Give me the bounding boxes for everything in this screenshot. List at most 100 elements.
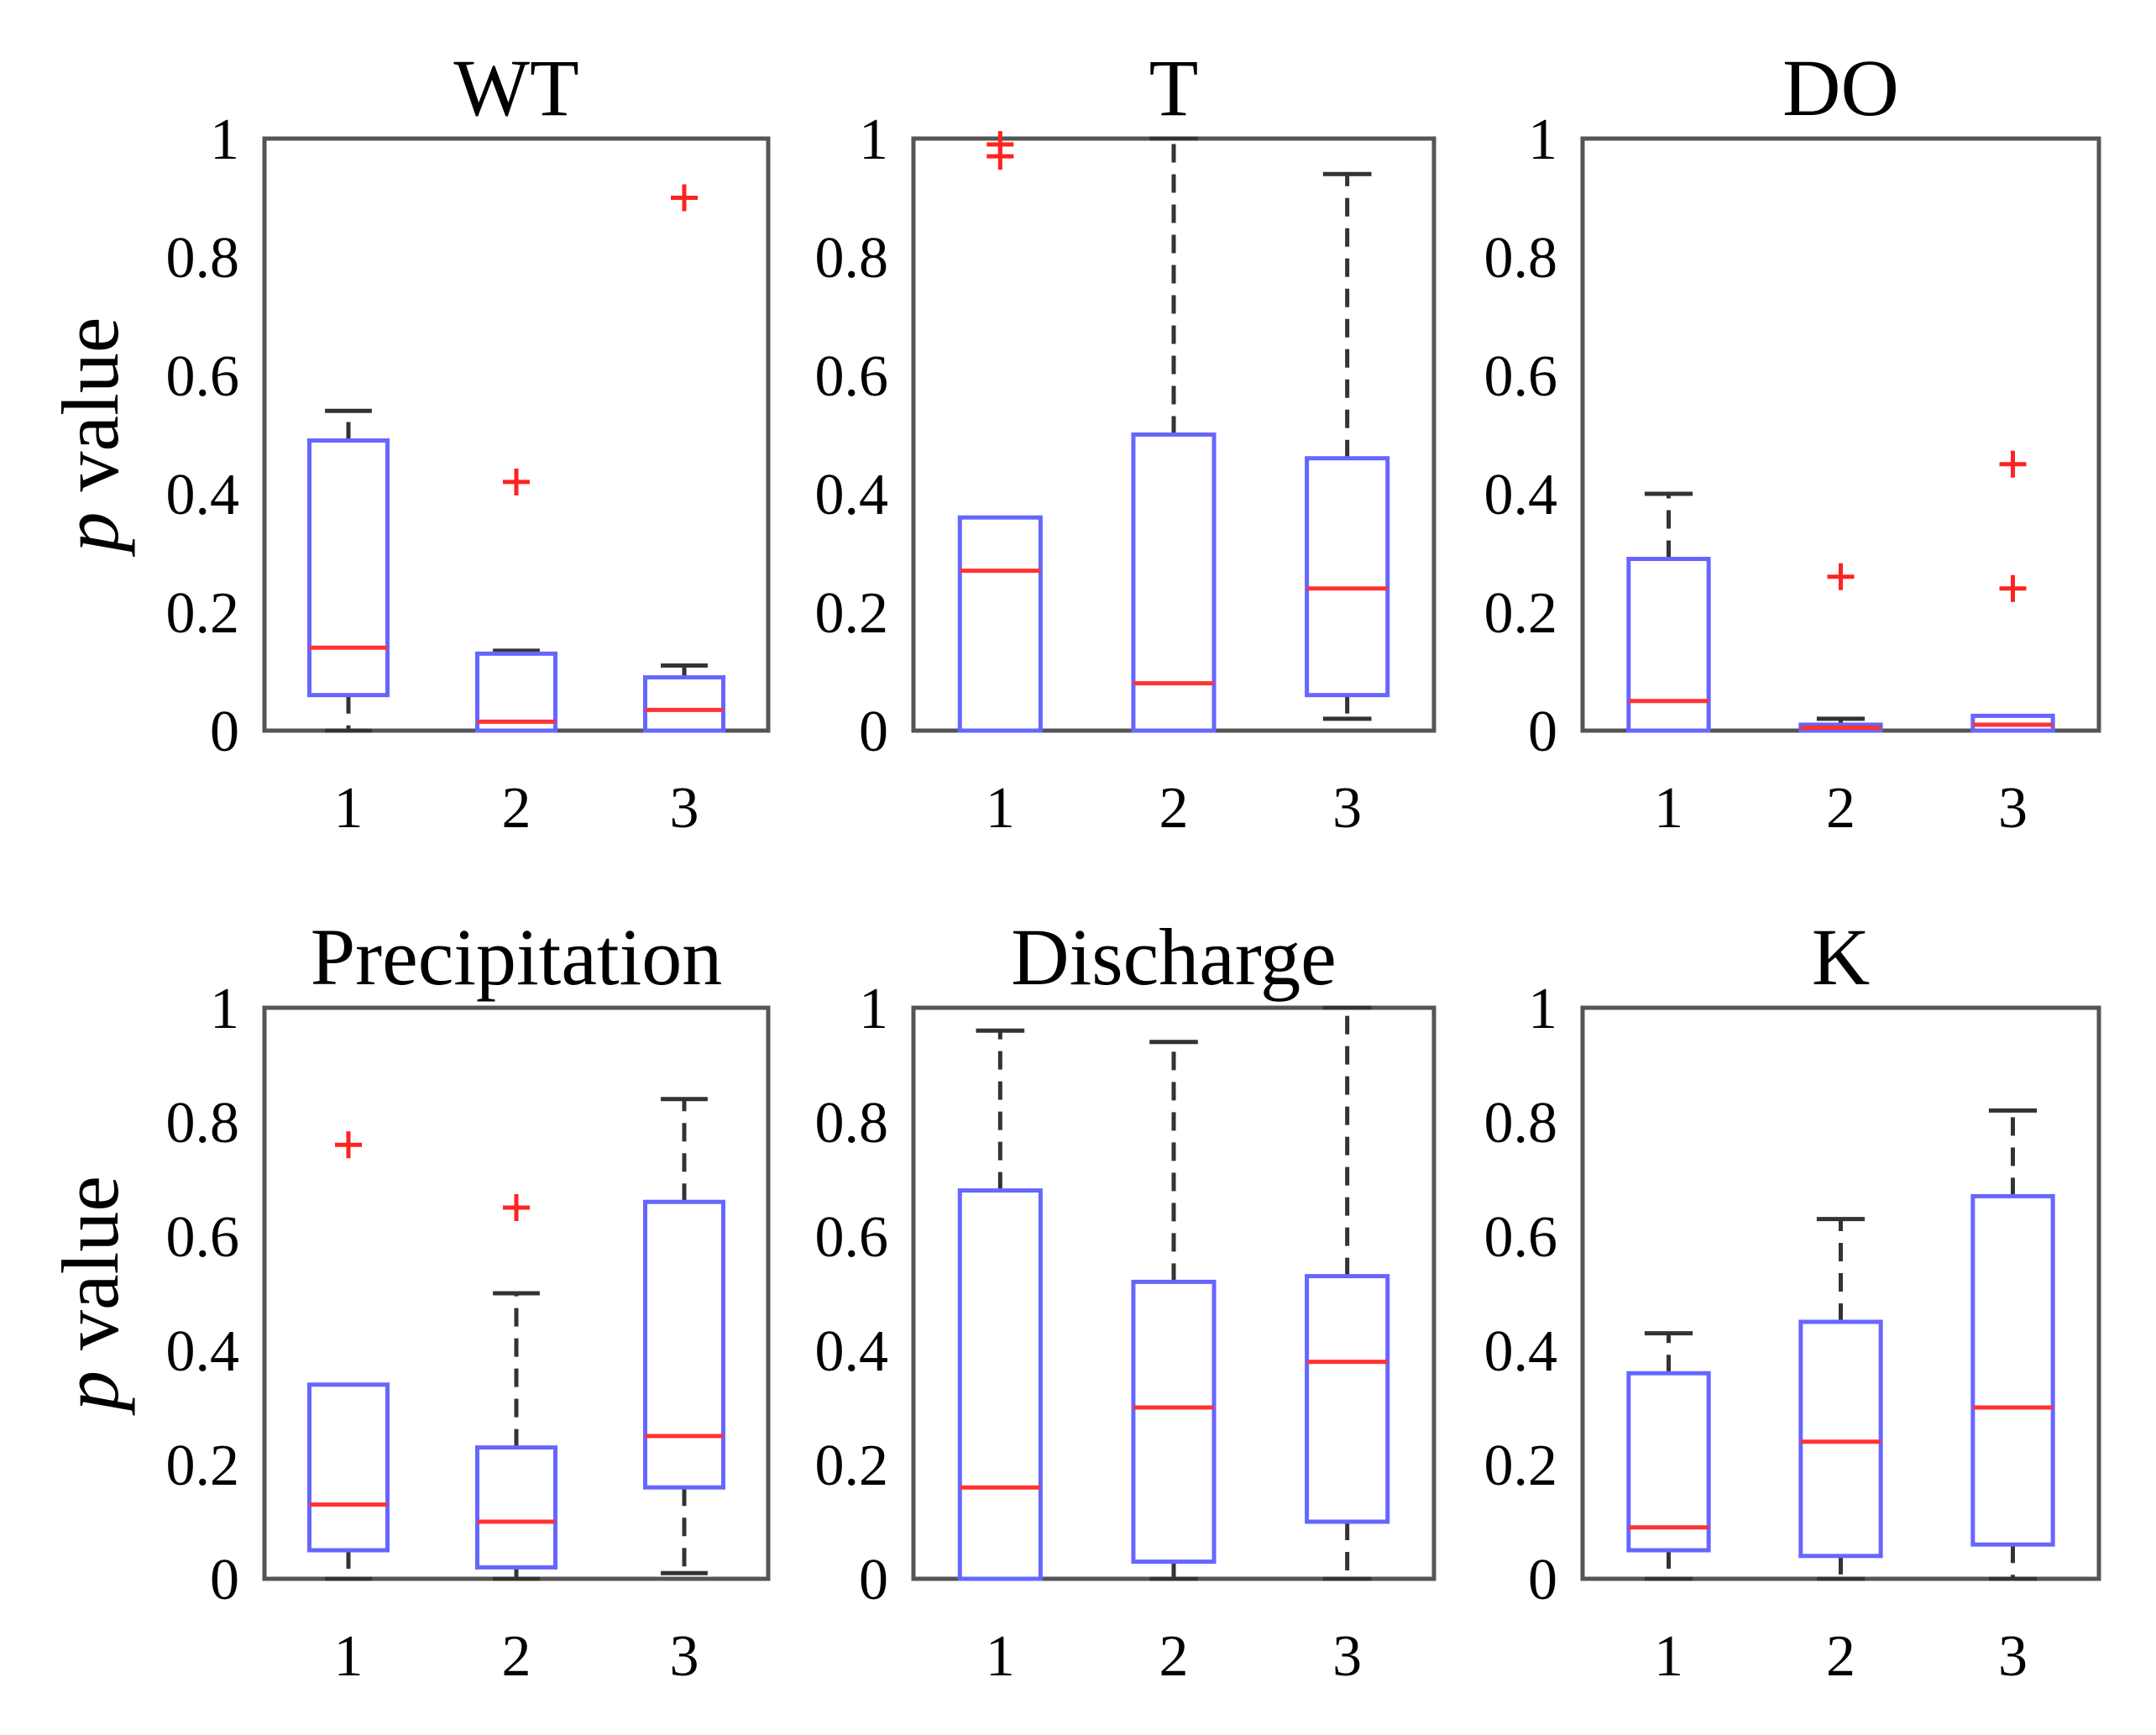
plot-frame (1580, 1005, 2101, 1581)
y-tick-label: 0.8 (815, 1091, 889, 1156)
outlier-marker (503, 468, 530, 495)
box-1 (1626, 491, 1711, 733)
y-tick-label: 0.8 (1484, 1091, 1558, 1156)
x-tick-label: 2 (1826, 776, 1855, 841)
x-tick-label: 2 (1826, 1624, 1855, 1689)
y-tick-label: 0.4 (1484, 463, 1558, 527)
iqr-box (1305, 1274, 1390, 1524)
box-1 (307, 408, 390, 733)
iqr-box (1626, 1371, 1711, 1553)
box-3 (643, 184, 725, 733)
y-tick-label: 0 (1528, 700, 1557, 764)
iqr-box (307, 1382, 390, 1553)
y-tick-label: 0.4 (166, 1319, 240, 1384)
y-tick-label: 0.4 (1484, 1319, 1558, 1384)
y-tick-label: 0 (1528, 1548, 1557, 1612)
y-tick-label: 1 (1528, 977, 1557, 1041)
x-tick-label: 3 (1332, 1624, 1362, 1689)
panel-title: K (1812, 912, 1870, 1002)
x-tick-label: 1 (1654, 776, 1683, 841)
iqr-box (307, 438, 390, 698)
plot-frame (911, 1005, 1436, 1581)
x-tick-label: 2 (1159, 1624, 1189, 1689)
y-tick-label: 0.4 (815, 463, 889, 527)
x-tick-label: 3 (1998, 776, 2028, 841)
plot-frame (262, 136, 771, 733)
box-3 (1305, 1005, 1390, 1581)
y-axis-label: p value (45, 1176, 135, 1416)
outlier-marker (503, 1194, 530, 1221)
box-1 (307, 1131, 390, 1581)
panel-4: Precipitation 0 0.2 0.4 0.6 0.8 1 1 2 3 p value (45, 912, 771, 1689)
x-tick-label: 1 (334, 776, 364, 841)
y-tick-label: 0 (859, 1548, 888, 1612)
y-tick-label: 1 (859, 107, 888, 172)
panel-1: WT 0 0.2 0.4 0.6 0.8 1 1 2 3 p value (45, 43, 771, 841)
box-3 (643, 1097, 725, 1575)
y-tick-label: 0.4 (815, 1319, 889, 1384)
iqr-box (1131, 1279, 1217, 1565)
iqr-box (475, 651, 557, 733)
y-tick-label: 0.8 (815, 226, 889, 291)
x-tick-label: 1 (986, 776, 1015, 841)
panel-title: T (1149, 43, 1199, 133)
iqr-box (643, 675, 725, 733)
x-tick-label: 3 (670, 1624, 699, 1689)
y-tick-label: 0.2 (815, 581, 889, 646)
panel-5: Discharge 0 0.2 0.4 0.6 0.8 1 1 2 3 (815, 912, 1436, 1689)
outlier-marker (671, 184, 698, 212)
y-tick-label: 0 (210, 1548, 239, 1612)
y-tick-label: 0.4 (166, 463, 240, 527)
y-tick-label: 0.2 (1484, 1434, 1558, 1498)
y-axis-label: p value (45, 317, 135, 558)
y-tick-label: 0.6 (815, 1205, 889, 1270)
outlier-marker (335, 1131, 362, 1159)
panel-2: T 0 0.2 0.4 0.6 0.8 1 1 2 3 (815, 43, 1436, 841)
y-tick-label: 0.2 (815, 1434, 889, 1498)
iqr-box (1305, 456, 1390, 698)
x-tick-label: 3 (670, 776, 699, 841)
x-tick-label: 1 (334, 1624, 364, 1689)
y-tick-label: 0.8 (166, 1091, 240, 1156)
x-tick-label: 2 (1159, 776, 1189, 841)
box-2 (475, 1194, 557, 1581)
panel-title: WT (453, 43, 578, 133)
panel-6: K 0 0.2 0.4 0.6 0.8 1 1 2 3 (1484, 912, 2101, 1689)
box-1 (1626, 1331, 1711, 1581)
panel-3: DO 0 0.2 0.4 0.6 0.8 1 1 2 3 (1484, 43, 2101, 841)
x-tick-label: 2 (502, 776, 531, 841)
x-tick-label: 2 (502, 1624, 531, 1689)
plot-frame (1580, 136, 2101, 733)
y-tick-label: 0.2 (166, 1434, 240, 1498)
y-tick-label: 0.2 (166, 581, 240, 646)
panel-title: DO (1782, 43, 1899, 133)
iqr-box (475, 1445, 557, 1570)
panel-title: Discharge (1011, 912, 1336, 1002)
y-tick-label: 1 (210, 977, 239, 1041)
iqr-box (643, 1199, 725, 1490)
x-tick-label: 3 (1998, 1624, 2028, 1689)
y-tick-label: 1 (210, 107, 239, 172)
y-tick-label: 0.6 (815, 344, 889, 409)
iqr-box (957, 1188, 1043, 1581)
box-2 (1131, 1040, 1217, 1581)
box-2 (1131, 136, 1217, 733)
x-tick-label: 3 (1332, 776, 1362, 841)
outlier-marker (986, 143, 1014, 170)
x-tick-label: 1 (986, 1624, 1015, 1689)
y-tick-label: 1 (1528, 107, 1557, 172)
outlier-marker (1999, 450, 2027, 478)
y-tick-label: 0 (210, 700, 239, 764)
y-tick-label: 0.6 (1484, 1205, 1558, 1270)
iqr-box (1131, 432, 1217, 733)
box-2 (1798, 563, 1883, 733)
outlier-marker (1827, 563, 1855, 590)
box-2 (1798, 1217, 1883, 1581)
y-tick-label: 0.6 (1484, 344, 1558, 409)
y-tick-label: 0.2 (1484, 581, 1558, 646)
y-tick-label: 0.6 (166, 344, 240, 409)
iqr-box (1798, 1319, 1883, 1559)
box-3 (1970, 450, 2055, 733)
iqr-box (1626, 557, 1711, 733)
